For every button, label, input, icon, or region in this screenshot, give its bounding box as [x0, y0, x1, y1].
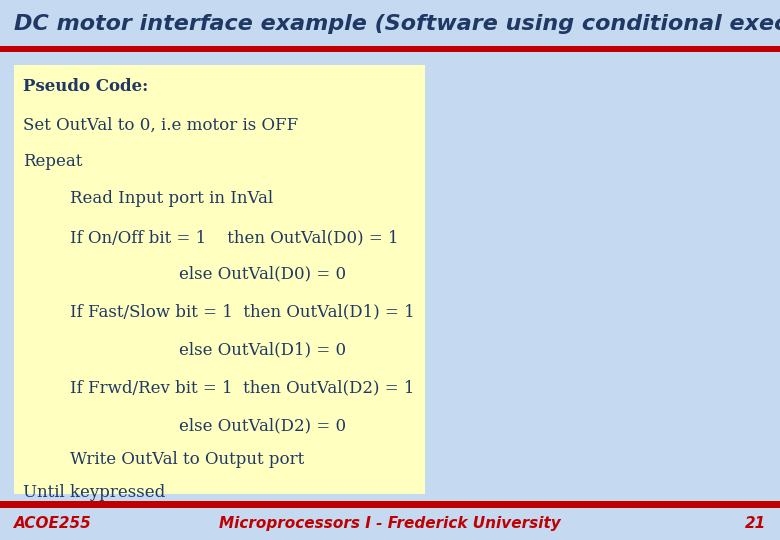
Text: If On/Off bit = 1    then OutVal(D0) = 1: If On/Off bit = 1 then OutVal(D0) = 1: [70, 229, 399, 246]
Bar: [14, 65, 425, 494]
Text: Repeat: Repeat: [23, 153, 83, 171]
Text: Read Input port in InVal: Read Input port in InVal: [70, 190, 273, 207]
Text: 21: 21: [745, 516, 766, 531]
Bar: [0, 501, 780, 508]
Text: Until keypressed: Until keypressed: [23, 484, 165, 501]
Text: Write OutVal to Output port: Write OutVal to Output port: [70, 450, 304, 468]
Text: If Frwd/Rev bit = 1  then OutVal(D2) = 1: If Frwd/Rev bit = 1 then OutVal(D2) = 1: [70, 379, 415, 396]
Text: DC motor interface example (Software using conditional execution): DC motor interface example (Software usi…: [14, 14, 780, 35]
Bar: [0, 46, 780, 52]
Text: If Fast/Slow bit = 1  then OutVal(D1) = 1: If Fast/Slow bit = 1 then OutVal(D1) = 1: [70, 303, 415, 321]
Text: else OutVal(D1) = 0: else OutVal(D1) = 0: [179, 341, 346, 359]
Text: Microprocessors I - Frederick University: Microprocessors I - Frederick University: [219, 516, 561, 531]
Text: else OutVal(D0) = 0: else OutVal(D0) = 0: [179, 266, 346, 283]
Text: Set OutVal to 0, i.e motor is OFF: Set OutVal to 0, i.e motor is OFF: [23, 117, 299, 134]
Text: Pseudo Code:: Pseudo Code:: [23, 78, 149, 95]
Text: else OutVal(D2) = 0: else OutVal(D2) = 0: [179, 417, 346, 434]
Text: ACOE255: ACOE255: [14, 516, 92, 531]
